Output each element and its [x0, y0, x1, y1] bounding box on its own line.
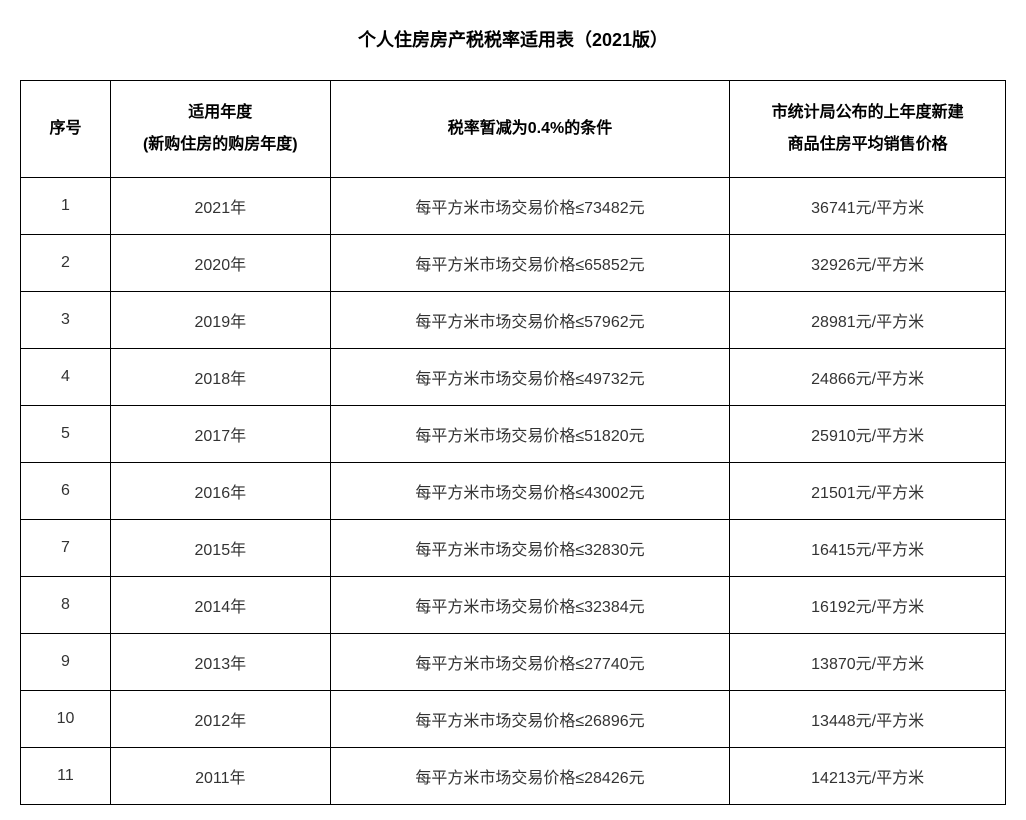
column-header-condition: 税率暂减为0.4%的条件	[330, 81, 730, 178]
cell-price: 14213元/平方米	[730, 748, 1006, 805]
cell-year: 2017年	[110, 406, 330, 463]
cell-year: 2021年	[110, 178, 330, 235]
cell-seq: 7	[21, 520, 111, 577]
cell-condition: 每平方米市场交易价格≤26896元	[330, 691, 730, 748]
cell-price: 24866元/平方米	[730, 349, 1006, 406]
cell-condition: 每平方米市场交易价格≤65852元	[330, 235, 730, 292]
cell-seq: 3	[21, 292, 111, 349]
table-row: 3 2019年 每平方米市场交易价格≤57962元 28981元/平方米	[21, 292, 1006, 349]
table-row: 8 2014年 每平方米市场交易价格≤32384元 16192元/平方米	[21, 577, 1006, 634]
cell-seq: 9	[21, 634, 111, 691]
cell-seq: 6	[21, 463, 111, 520]
tax-rate-table: 序号 适用年度 (新购住房的购房年度) 税率暂减为0.4%的条件 市统计局公布的…	[20, 80, 1006, 805]
table-row: 5 2017年 每平方米市场交易价格≤51820元 25910元/平方米	[21, 406, 1006, 463]
cell-year: 2018年	[110, 349, 330, 406]
cell-condition: 每平方米市场交易价格≤73482元	[330, 178, 730, 235]
cell-seq: 2	[21, 235, 111, 292]
table-header-row: 序号 适用年度 (新购住房的购房年度) 税率暂减为0.4%的条件 市统计局公布的…	[21, 81, 1006, 178]
cell-price: 13448元/平方米	[730, 691, 1006, 748]
table-row: 4 2018年 每平方米市场交易价格≤49732元 24866元/平方米	[21, 349, 1006, 406]
table-row: 10 2012年 每平方米市场交易价格≤26896元 13448元/平方米	[21, 691, 1006, 748]
column-header-seq: 序号	[21, 81, 111, 178]
table-row: 2 2020年 每平方米市场交易价格≤65852元 32926元/平方米	[21, 235, 1006, 292]
column-header-year: 适用年度 (新购住房的购房年度)	[110, 81, 330, 178]
cell-price: 21501元/平方米	[730, 463, 1006, 520]
table-row: 7 2015年 每平方米市场交易价格≤32830元 16415元/平方米	[21, 520, 1006, 577]
cell-seq: 4	[21, 349, 111, 406]
table-row: 9 2013年 每平方米市场交易价格≤27740元 13870元/平方米	[21, 634, 1006, 691]
column-header-price-line1: 市统计局公布的上年度新建	[738, 97, 997, 129]
cell-seq: 8	[21, 577, 111, 634]
cell-year: 2016年	[110, 463, 330, 520]
cell-price: 16192元/平方米	[730, 577, 1006, 634]
cell-condition: 每平方米市场交易价格≤32830元	[330, 520, 730, 577]
cell-price: 16415元/平方米	[730, 520, 1006, 577]
cell-seq: 10	[21, 691, 111, 748]
table-row: 11 2011年 每平方米市场交易价格≤28426元 14213元/平方米	[21, 748, 1006, 805]
cell-price: 13870元/平方米	[730, 634, 1006, 691]
cell-condition: 每平方米市场交易价格≤28426元	[330, 748, 730, 805]
cell-price: 36741元/平方米	[730, 178, 1006, 235]
cell-year: 2014年	[110, 577, 330, 634]
cell-price: 25910元/平方米	[730, 406, 1006, 463]
column-header-price-line2: 商品住房平均销售价格	[738, 129, 997, 161]
cell-year: 2020年	[110, 235, 330, 292]
cell-year: 2011年	[110, 748, 330, 805]
table-row: 1 2021年 每平方米市场交易价格≤73482元 36741元/平方米	[21, 178, 1006, 235]
cell-seq: 11	[21, 748, 111, 805]
column-header-year-line1: 适用年度	[119, 97, 322, 129]
cell-year: 2013年	[110, 634, 330, 691]
cell-price: 32926元/平方米	[730, 235, 1006, 292]
page-title: 个人住房房产税税率适用表（2021版）	[20, 26, 1006, 52]
cell-condition: 每平方米市场交易价格≤43002元	[330, 463, 730, 520]
column-header-price: 市统计局公布的上年度新建 商品住房平均销售价格	[730, 81, 1006, 178]
cell-condition: 每平方米市场交易价格≤27740元	[330, 634, 730, 691]
cell-seq: 5	[21, 406, 111, 463]
cell-year: 2015年	[110, 520, 330, 577]
cell-year: 2019年	[110, 292, 330, 349]
cell-condition: 每平方米市场交易价格≤57962元	[330, 292, 730, 349]
column-header-year-line2: (新购住房的购房年度)	[119, 129, 322, 161]
cell-price: 28981元/平方米	[730, 292, 1006, 349]
cell-year: 2012年	[110, 691, 330, 748]
cell-seq: 1	[21, 178, 111, 235]
cell-condition: 每平方米市场交易价格≤49732元	[330, 349, 730, 406]
table-row: 6 2016年 每平方米市场交易价格≤43002元 21501元/平方米	[21, 463, 1006, 520]
cell-condition: 每平方米市场交易价格≤32384元	[330, 577, 730, 634]
table-body: 1 2021年 每平方米市场交易价格≤73482元 36741元/平方米 2 2…	[21, 178, 1006, 805]
cell-condition: 每平方米市场交易价格≤51820元	[330, 406, 730, 463]
